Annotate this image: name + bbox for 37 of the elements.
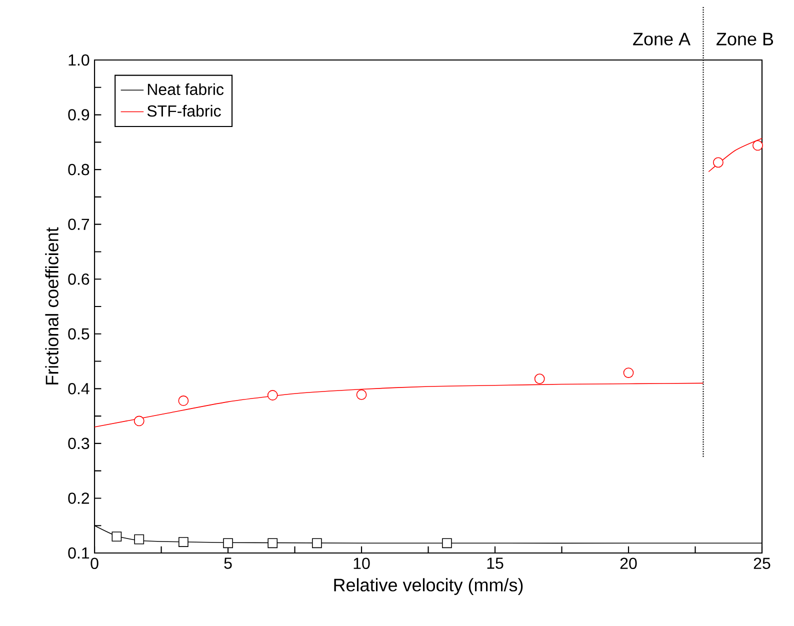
legend-label: Neat fabric xyxy=(148,83,224,96)
x-tick-label: 5 xyxy=(224,558,232,569)
x-axis-title: Relative velocity (mm/s) xyxy=(334,578,523,595)
y-tick-label: 0.9 xyxy=(68,109,90,120)
x-tick-label: 20 xyxy=(620,558,637,570)
y-axis-title: Frictional coefficient xyxy=(45,227,58,384)
x-tick-label: 0 xyxy=(90,558,98,570)
y-tick-label: 0.1 xyxy=(68,547,90,559)
x-tick-label: 15 xyxy=(487,558,504,569)
y-tick-label: 0.5 xyxy=(68,328,90,340)
point xyxy=(178,396,189,406)
point xyxy=(134,534,144,544)
y-tick-label: 0.8 xyxy=(68,164,90,176)
y-tick-label: 0.6 xyxy=(68,273,90,285)
point xyxy=(442,538,452,548)
text: Zone B xyxy=(716,32,774,46)
point xyxy=(134,416,144,426)
x-tick-label: 10 xyxy=(354,558,370,570)
point xyxy=(178,537,188,547)
legend-label: STF-fabric xyxy=(147,104,221,117)
point xyxy=(713,157,724,168)
point xyxy=(752,140,763,151)
point xyxy=(312,538,322,548)
point xyxy=(268,538,278,548)
point xyxy=(534,374,545,384)
point xyxy=(223,538,233,548)
point xyxy=(267,390,278,400)
y-tick-label: 0.2 xyxy=(68,492,90,504)
y-tick-label: 0.7 xyxy=(68,218,90,230)
y-tick-label: 0.4 xyxy=(68,383,90,394)
point xyxy=(356,389,367,400)
point xyxy=(112,532,122,542)
text: Zone A xyxy=(633,32,691,46)
point xyxy=(623,368,634,378)
y-tick-label: 1.0 xyxy=(68,54,90,66)
y-tick-label: 0.3 xyxy=(68,438,90,450)
x-tick-label: 25 xyxy=(754,558,770,570)
